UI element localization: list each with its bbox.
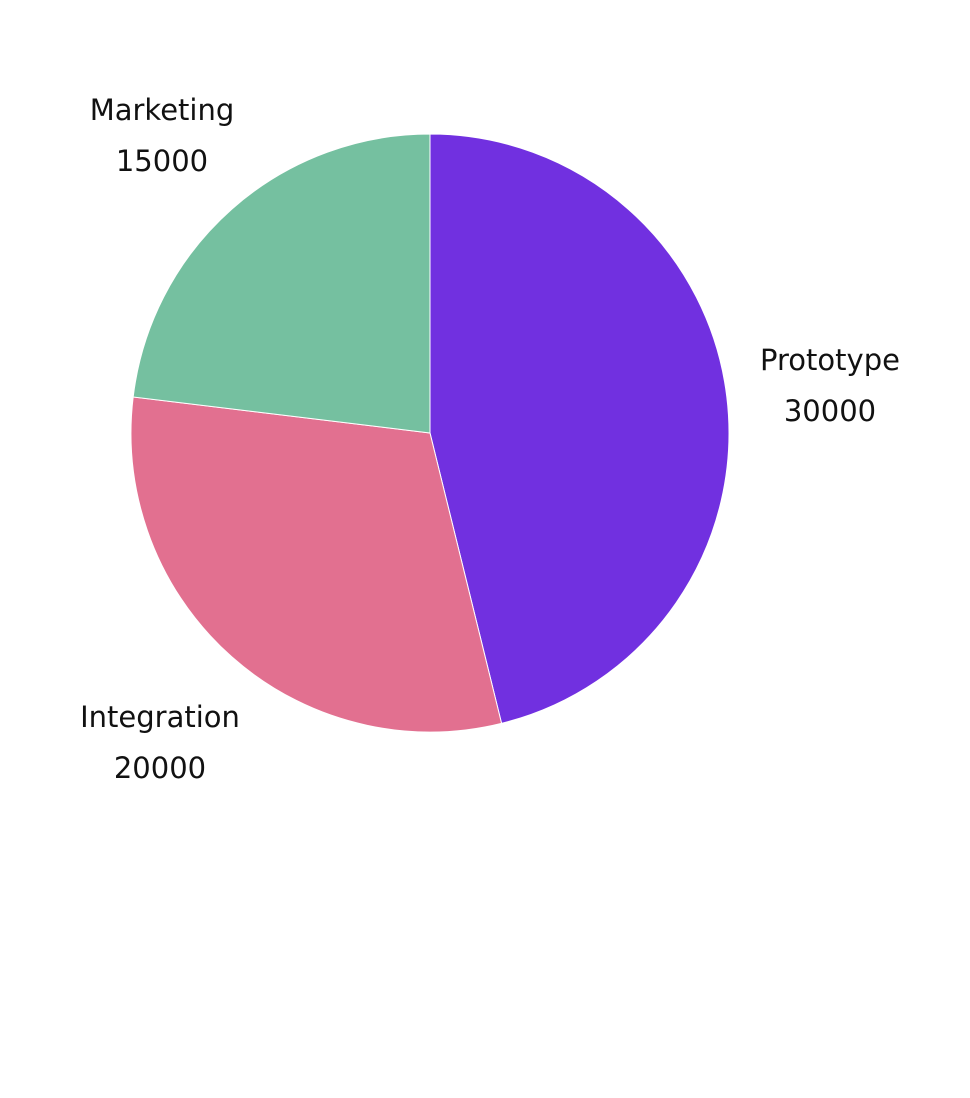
pie-slices — [130, 133, 730, 733]
pie-slice-prototype — [429, 133, 730, 724]
slice-label-integration-name: Integration — [80, 700, 240, 734]
slice-label-prototype-value: 30000 — [784, 394, 876, 428]
slice-label-prototype-name: Prototype — [760, 343, 900, 377]
slice-labels: Prototype 30000 Integration 20000 Market… — [80, 93, 900, 785]
slice-label-integration-value: 20000 — [114, 751, 206, 785]
slice-label-marketing-name: Marketing — [90, 93, 235, 127]
slice-label-marketing-value: 15000 — [116, 144, 208, 178]
pie-slice-integration — [130, 396, 503, 733]
pie-slice-marketing — [132, 133, 431, 434]
